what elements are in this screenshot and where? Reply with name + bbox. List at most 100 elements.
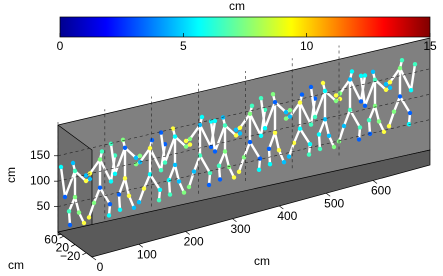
y-tick bbox=[59, 235, 64, 239]
joint bbox=[247, 139, 253, 145]
bone bbox=[323, 119, 331, 137]
bone bbox=[139, 147, 151, 163]
z-tick-label: 50 bbox=[37, 199, 51, 213]
bone bbox=[274, 101, 287, 114]
joint bbox=[183, 138, 189, 144]
joint bbox=[297, 126, 303, 131]
joint bbox=[131, 205, 137, 210]
bone bbox=[387, 111, 396, 127]
bone bbox=[163, 136, 177, 164]
bone bbox=[273, 132, 281, 151]
bone bbox=[98, 158, 113, 182]
joint bbox=[276, 148, 282, 153]
z-tick-label: 100 bbox=[30, 173, 50, 187]
bone bbox=[398, 95, 412, 114]
joint bbox=[387, 85, 393, 91]
joint bbox=[167, 192, 173, 197]
joint bbox=[408, 88, 414, 93]
joint bbox=[236, 169, 242, 174]
joint bbox=[70, 160, 76, 166]
joint bbox=[237, 131, 243, 136]
floor bbox=[57, 149, 431, 258]
bone bbox=[298, 102, 313, 126]
joint bbox=[286, 154, 292, 159]
bone bbox=[198, 154, 212, 174]
bone bbox=[398, 67, 413, 91]
joint bbox=[122, 145, 128, 150]
joint bbox=[191, 169, 197, 174]
colorbar-tick-label: 0 bbox=[57, 39, 64, 53]
x-tick-label: 600 bbox=[371, 184, 391, 198]
bone bbox=[142, 173, 152, 190]
joint bbox=[370, 69, 376, 75]
joint bbox=[257, 156, 263, 161]
joint bbox=[283, 116, 289, 121]
joint bbox=[117, 207, 123, 212]
joint bbox=[362, 73, 368, 78]
joint bbox=[237, 125, 243, 130]
joint bbox=[397, 94, 403, 99]
bone bbox=[123, 178, 131, 197]
joint bbox=[312, 114, 318, 120]
joint bbox=[116, 192, 122, 197]
grid-line bbox=[57, 93, 431, 182]
y-tick bbox=[70, 244, 76, 247]
joint bbox=[322, 117, 328, 122]
x-tick-label: 200 bbox=[184, 235, 204, 249]
joint bbox=[412, 61, 418, 67]
joint bbox=[366, 117, 372, 123]
bone bbox=[159, 132, 167, 163]
joint bbox=[76, 210, 82, 215]
joint bbox=[320, 80, 326, 86]
joint bbox=[249, 103, 255, 109]
joint bbox=[158, 130, 164, 135]
joint bbox=[399, 58, 405, 63]
joint bbox=[267, 162, 273, 167]
joint bbox=[66, 209, 72, 214]
joint bbox=[83, 173, 89, 178]
bone bbox=[367, 120, 372, 134]
bone bbox=[248, 141, 262, 160]
joint bbox=[187, 142, 193, 147]
joint bbox=[306, 152, 312, 157]
bone bbox=[209, 121, 217, 152]
joint bbox=[407, 110, 413, 116]
joint bbox=[397, 66, 403, 71]
joint bbox=[126, 193, 132, 198]
joint bbox=[166, 177, 172, 183]
bone bbox=[187, 171, 196, 188]
joint bbox=[91, 200, 97, 206]
joint bbox=[347, 107, 353, 113]
bone bbox=[267, 132, 277, 150]
joint bbox=[270, 92, 276, 97]
joint bbox=[158, 168, 164, 173]
joint bbox=[206, 182, 212, 188]
y-tick-label: −20 bbox=[60, 249, 81, 263]
joint bbox=[187, 136, 193, 142]
joint bbox=[376, 119, 382, 124]
joint bbox=[222, 149, 228, 154]
joint bbox=[322, 88, 328, 94]
joint bbox=[99, 149, 105, 154]
x-tick bbox=[372, 180, 378, 184]
z-axis-label: cm bbox=[4, 167, 18, 183]
bone bbox=[67, 211, 72, 226]
joint bbox=[106, 213, 112, 218]
joint bbox=[197, 122, 203, 128]
bone bbox=[339, 78, 351, 95]
joint bbox=[108, 179, 114, 184]
joint bbox=[347, 77, 353, 82]
bone bbox=[192, 155, 202, 173]
bone bbox=[239, 113, 251, 129]
joint bbox=[308, 122, 314, 127]
joint bbox=[212, 149, 218, 154]
x-tick bbox=[279, 205, 284, 210]
x-tick-label: 0 bbox=[97, 260, 104, 271]
bone bbox=[289, 101, 301, 118]
bone bbox=[237, 156, 246, 173]
joint bbox=[172, 162, 178, 168]
joint bbox=[266, 146, 272, 151]
bone bbox=[317, 118, 327, 135]
joint bbox=[86, 215, 92, 220]
